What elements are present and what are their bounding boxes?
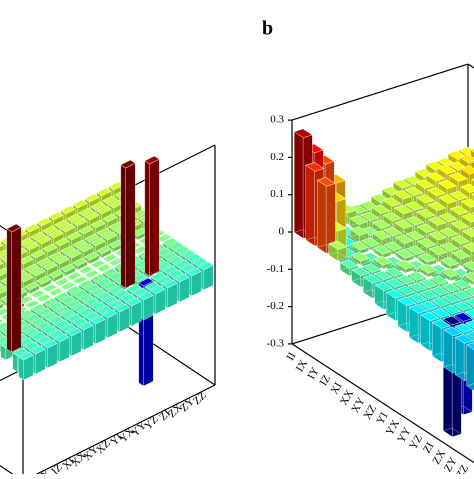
- bar-face: [7, 229, 12, 352]
- bar: [467, 342, 474, 392]
- y-tick-label: -0.3: [267, 337, 285, 349]
- bar: [145, 156, 159, 276]
- bar: [317, 177, 335, 253]
- y-tick-label: 0.2: [270, 151, 284, 163]
- bar-face: [145, 161, 150, 276]
- x-tick-label: II: [284, 350, 298, 363]
- bar: [7, 224, 21, 352]
- bar-face: [326, 177, 335, 250]
- bar-face: [317, 177, 326, 247]
- box-edge: [292, 64, 468, 120]
- bar-face: [306, 163, 315, 240]
- bar-face: [12, 227, 22, 352]
- bar-face: [150, 159, 160, 276]
- bar-face: [294, 129, 303, 233]
- y-tick-label: 0: [279, 226, 285, 238]
- y-tick-label: -0.1: [267, 263, 284, 275]
- y-tick-label: 0.1: [270, 188, 284, 200]
- box-edge: [119, 321, 215, 385]
- bar-face: [126, 163, 136, 288]
- box-edge: [0, 417, 23, 474]
- bar: [19, 352, 33, 380]
- y-tick-label: -0.2: [267, 300, 284, 312]
- panel-label: b: [262, 18, 273, 40]
- panel-b: 0.30.20.10-0.1-0.2-0.3IIIXIYIZXIXXXYXZYI…: [262, 18, 474, 474]
- bar-face: [19, 357, 24, 380]
- bar-face: [121, 165, 126, 288]
- y-tick-label: 0.3: [270, 114, 284, 126]
- bar: [121, 160, 135, 288]
